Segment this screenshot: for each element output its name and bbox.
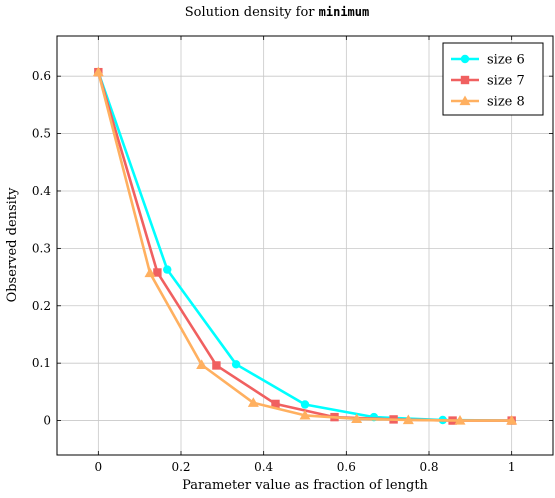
data-point: [402, 414, 414, 425]
y-tick-label: 0.4: [32, 184, 51, 198]
y-tick-label: 0.3: [32, 241, 51, 255]
data-point: [454, 415, 466, 425]
plot-area: [56, 35, 554, 456]
x-tick-label: 0.2: [171, 460, 190, 474]
data-point: [299, 409, 311, 420]
legend-swatch-marker: [460, 75, 470, 85]
axis-ticks: 0 0.2 0.4 0.6 0.8 1 0 0.1 0.2 0.3 0.4 0.5 0.6: [32, 36, 553, 474]
x-axis-label: Parameter value as fraction of length: [182, 478, 428, 493]
data-point: [153, 268, 162, 277]
data-point: [351, 413, 363, 423]
legend-swatch-marker: [459, 95, 471, 106]
legend-item: size 7: [451, 74, 525, 89]
y-tick-label: 0.2: [32, 299, 51, 313]
series-2: [92, 66, 518, 425]
x-tick-label: 0: [95, 460, 103, 474]
legend-label: size 6: [487, 53, 525, 68]
x-tick-label: 1: [508, 460, 516, 474]
plot-frame: [56, 35, 554, 456]
data-point: [196, 359, 208, 370]
data-point: [212, 361, 221, 370]
series-line: [97, 71, 512, 422]
legend: size 6 size 7 size 8: [442, 42, 544, 116]
data-point: [92, 66, 104, 77]
y-tick-label: 0.6: [32, 69, 51, 83]
legend-item: size 8: [451, 95, 525, 110]
legend-item: size 6: [451, 53, 525, 68]
data-point: [163, 265, 172, 274]
data-point: [144, 267, 156, 278]
data-point: [506, 415, 518, 425]
data-point: [231, 360, 241, 369]
legend-swatch-marker: [460, 54, 470, 64]
y-tick-label: 0.1: [32, 356, 51, 370]
x-tick-label: 0.8: [419, 460, 438, 474]
data-point: [247, 397, 259, 407]
data-series: [92, 66, 518, 425]
legend-label: size 8: [487, 95, 525, 110]
chart-title: Solution density for minimum: [185, 5, 369, 20]
series-0: [94, 67, 516, 425]
series-1: [94, 67, 516, 425]
data-point: [300, 400, 310, 409]
y-axis-label: Observed density: [5, 187, 20, 302]
legend-label: size 7: [487, 74, 525, 89]
x-tick-label: 0.4: [254, 460, 273, 474]
data-point: [271, 399, 280, 409]
y-tick-label: 0: [43, 414, 51, 428]
x-tick-label: 0.6: [337, 460, 356, 474]
y-tick-label: 0.5: [32, 127, 51, 141]
